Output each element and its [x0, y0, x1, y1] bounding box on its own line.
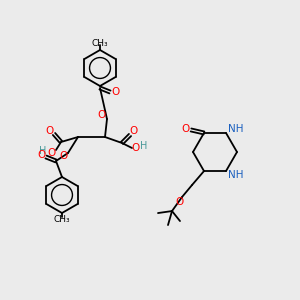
Text: H: H: [140, 141, 148, 151]
Text: O: O: [46, 126, 54, 136]
Text: O: O: [129, 126, 137, 136]
Text: CH₃: CH₃: [92, 38, 108, 47]
Text: O: O: [176, 197, 184, 207]
Text: O: O: [132, 143, 140, 153]
Text: O: O: [59, 151, 67, 161]
Text: NH: NH: [228, 124, 244, 134]
Text: CH₃: CH₃: [54, 215, 70, 224]
Text: O: O: [182, 124, 190, 134]
Text: O: O: [47, 148, 55, 158]
Text: O: O: [111, 87, 119, 97]
Text: O: O: [97, 110, 105, 120]
Text: H: H: [39, 146, 47, 156]
Text: O: O: [37, 150, 45, 160]
Text: NH: NH: [228, 170, 244, 180]
